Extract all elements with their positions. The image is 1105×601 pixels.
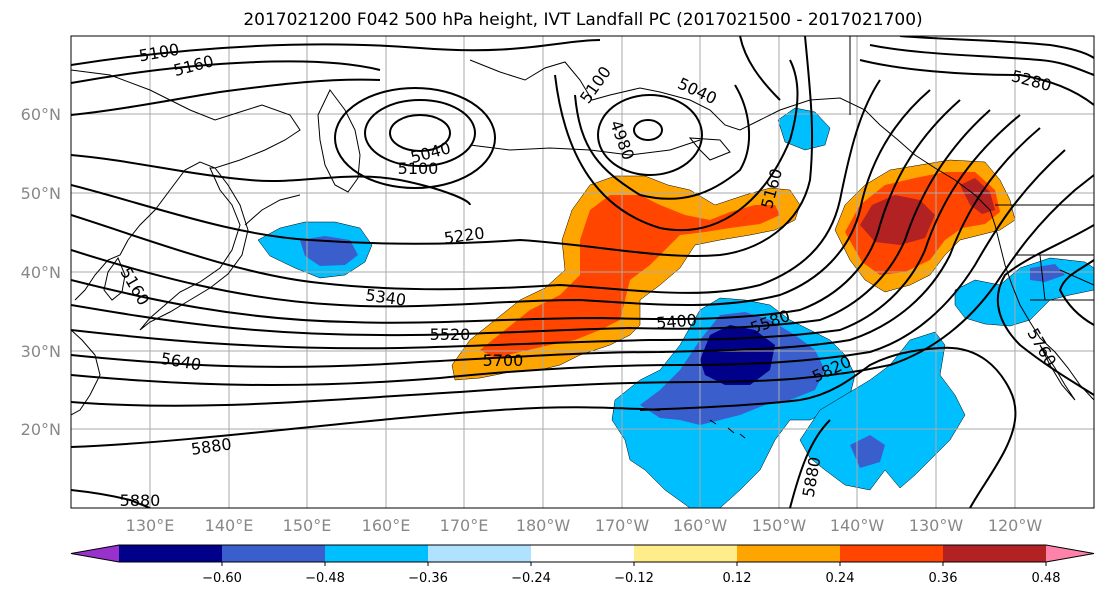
baja-california	[1039, 344, 1076, 401]
colorbar-tick-label: 0.12	[723, 571, 752, 586]
lon-label: 130°W	[909, 516, 964, 535]
lon-label: 150°W	[752, 516, 807, 535]
ivt-positive-shading	[451, 159, 1016, 381]
negative-anomaly-japan-east-core	[300, 236, 358, 266]
kamchatka	[317, 89, 361, 193]
coastlines	[71, 36, 1094, 439]
map-panel: 5100 5160 5040 5100 5100 5040 4980 5220 …	[71, 36, 1094, 510]
colorbar-bin	[531, 545, 635, 562]
contour-label: 5100	[398, 159, 439, 178]
japan-islands	[139, 167, 249, 331]
colorbar-extend-min	[71, 545, 119, 562]
colorbar: −0.60 −0.48 −0.36 −0.24 −0.12 0.12 0.24 0.36 0.4…	[70, 544, 1095, 586]
korea-coast	[103, 256, 126, 301]
colorbar-bin	[325, 545, 429, 562]
colorbar-tick-label: −0.48	[305, 571, 345, 586]
longitude-labels: 130°E 140°E 150°E 160°E 170°E 180°W 170°…	[126, 516, 1043, 535]
lon-label: 120°W	[988, 516, 1043, 535]
height-contours	[71, 36, 1094, 508]
colorbar-bin	[737, 545, 841, 562]
lon-label: 130°E	[126, 516, 175, 535]
lon-label: 180°W	[516, 516, 571, 535]
colorbar-bin	[119, 545, 223, 562]
negative-anomaly-central-pacific-peak	[700, 325, 775, 385]
lat-label: 30°N	[21, 342, 61, 361]
alaska-coastline	[469, 59, 996, 226]
positive-anomaly-western-ar-core	[480, 195, 780, 358]
colorbar-bin	[222, 545, 326, 562]
colorbar-tick-label: 0.48	[1032, 571, 1061, 586]
colorbar-bin	[840, 545, 944, 562]
negative-anomaly-subtropics-core	[850, 435, 885, 468]
asia-coastline	[71, 69, 301, 301]
latitude-labels: 60°N 50°N 40°N 30°N 20°N	[21, 105, 61, 439]
colorbar-tick-label: −0.60	[202, 571, 242, 586]
lat-label: 40°N	[21, 263, 61, 282]
colorbar-bin	[634, 545, 738, 562]
lon-label: 140°E	[205, 516, 254, 535]
lat-label: 20°N	[21, 420, 61, 439]
us-state-lines	[1015, 254, 1094, 301]
negative-anomaly-subtropics	[799, 331, 966, 491]
colorbar-bin	[943, 545, 1047, 562]
canada-border	[849, 36, 1094, 206]
north-america-west-coast	[994, 224, 1094, 401]
colorbar-tick-label: 0.36	[929, 571, 958, 586]
contour-label: 5880	[120, 491, 161, 510]
asia-coastline-south	[71, 329, 101, 416]
colorbar-tick-label: −0.12	[614, 571, 654, 586]
contour-label: 5700	[483, 351, 524, 370]
lon-label: 160°E	[362, 516, 411, 535]
colorbar-tick-label: −0.24	[511, 571, 551, 586]
contour-label: 5520	[430, 325, 471, 344]
contour-label: 5400	[655, 310, 697, 332]
positive-anomaly-coast-peak	[960, 178, 995, 214]
colorbar-outline	[70, 544, 1095, 563]
negative-anomaly-us-west-core	[1030, 264, 1065, 282]
figure-title: 2017021200 F042 500 hPa height, IVT Land…	[243, 10, 922, 30]
colorbar-tick-label: 0.24	[826, 571, 855, 586]
map-frame	[70, 35, 1095, 509]
hawaii-islands	[709, 419, 746, 439]
colorbar-bin	[428, 545, 532, 562]
lon-label: 170°E	[440, 516, 489, 535]
lon-label: 150°E	[283, 516, 332, 535]
lon-label: 170°W	[595, 516, 650, 535]
colorbar-tick-label: −0.36	[408, 571, 448, 586]
lon-label: 160°W	[673, 516, 728, 535]
lon-label: 140°W	[830, 516, 885, 535]
colorbar-extend-max	[1046, 545, 1094, 562]
lat-label: 50°N	[21, 184, 61, 203]
lat-label: 60°N	[21, 105, 61, 124]
